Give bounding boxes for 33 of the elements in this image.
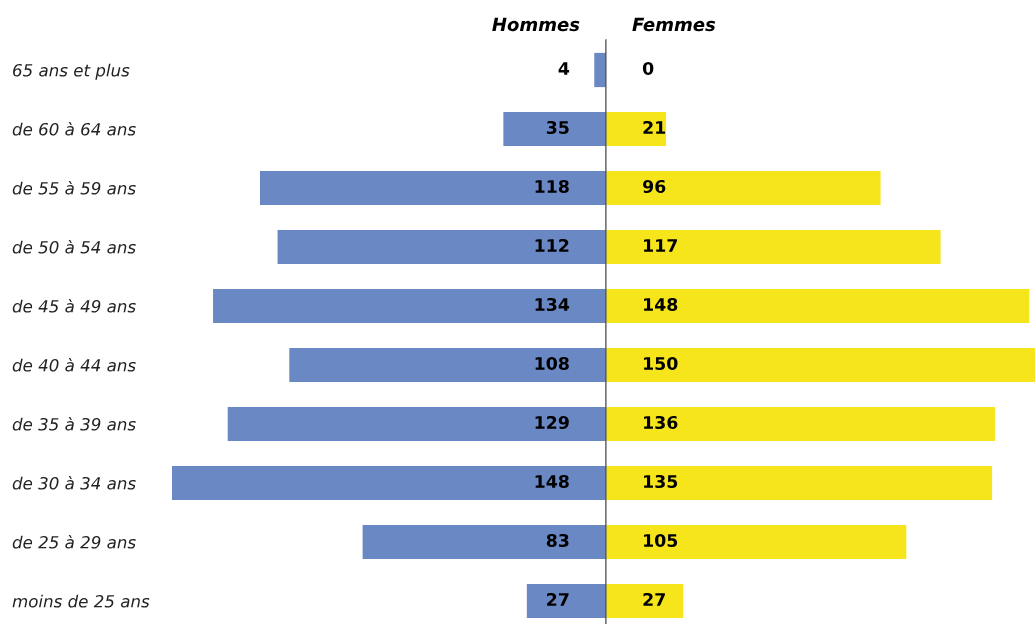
- data-label: 4: [558, 62, 570, 75]
- y-tick-label: de 25 à 29 ans: [12, 535, 136, 549]
- y-tick-label: de 45 à 49 ans: [12, 299, 136, 313]
- data-label: 96: [643, 179, 666, 194]
- data-label: 117: [644, 239, 677, 252]
- y-tick-label: moins de 25 ans: [12, 594, 150, 608]
- data-label: 136: [644, 415, 678, 430]
- y-tick-label: de 50 à 54 ans: [12, 240, 136, 254]
- y-tick-label: 65 ans et plus: [13, 63, 130, 80]
- data-label: 135: [644, 474, 678, 489]
- data-label: 108: [535, 356, 569, 371]
- data-label: 27: [547, 592, 569, 606]
- y-tick-label: de 40 à 44 ans: [12, 358, 136, 372]
- y-tick-label: de 30 à 34 ans: [12, 476, 136, 490]
- chart-title: Hommes: [492, 17, 580, 32]
- data-label: 27: [643, 592, 665, 606]
- y-tick-label: de 60 à 64 ans: [12, 122, 136, 136]
- chart-title: Femmes: [632, 17, 716, 32]
- bar: [594, 52, 606, 88]
- y-tick-label: de 35 à 39 ans: [12, 417, 136, 431]
- y-tick-label: de 55 à 59 ans: [12, 181, 136, 195]
- data-label: 112: [535, 238, 569, 252]
- data-label: 35: [546, 120, 569, 135]
- data-label: 0: [642, 61, 654, 76]
- data-label: 105: [644, 533, 678, 548]
- data-label: 134: [535, 297, 570, 312]
- data-label: 129: [535, 415, 569, 430]
- data-label: 21: [643, 120, 666, 134]
- data-label: 83: [546, 533, 569, 548]
- data-label: 150: [644, 356, 678, 371]
- data-label: 148: [535, 474, 569, 489]
- data-label: 118: [535, 179, 569, 194]
- data-label: 148: [644, 297, 678, 312]
